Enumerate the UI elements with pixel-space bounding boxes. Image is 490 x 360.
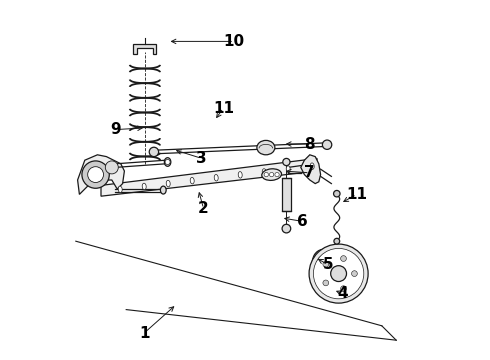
- Ellipse shape: [166, 180, 170, 187]
- Ellipse shape: [142, 183, 146, 190]
- Circle shape: [275, 172, 279, 177]
- Circle shape: [270, 172, 274, 177]
- Polygon shape: [133, 44, 156, 54]
- Ellipse shape: [286, 166, 290, 172]
- Ellipse shape: [238, 172, 242, 178]
- Ellipse shape: [262, 169, 266, 175]
- Circle shape: [323, 280, 329, 286]
- Circle shape: [334, 190, 340, 197]
- Text: 4: 4: [337, 286, 347, 301]
- Circle shape: [309, 244, 368, 303]
- Circle shape: [285, 227, 288, 230]
- Text: 3: 3: [196, 151, 207, 166]
- Text: 11: 11: [213, 100, 234, 116]
- Circle shape: [341, 286, 346, 292]
- Ellipse shape: [313, 249, 336, 276]
- Text: 5: 5: [322, 257, 333, 272]
- Polygon shape: [101, 158, 317, 196]
- Text: 6: 6: [297, 214, 308, 229]
- Circle shape: [149, 147, 159, 157]
- Text: 11: 11: [346, 187, 367, 202]
- Circle shape: [323, 261, 329, 267]
- Circle shape: [82, 161, 109, 188]
- Ellipse shape: [164, 158, 171, 166]
- Circle shape: [264, 172, 269, 177]
- Circle shape: [331, 266, 346, 282]
- Circle shape: [282, 224, 291, 233]
- Ellipse shape: [190, 177, 194, 184]
- Text: 1: 1: [139, 325, 149, 341]
- Circle shape: [317, 256, 331, 270]
- Polygon shape: [301, 155, 320, 184]
- Ellipse shape: [257, 140, 275, 155]
- Circle shape: [322, 140, 332, 149]
- Text: 8: 8: [304, 136, 315, 152]
- Circle shape: [283, 158, 290, 166]
- Circle shape: [351, 271, 357, 276]
- Circle shape: [105, 161, 118, 174]
- Ellipse shape: [118, 186, 122, 193]
- Circle shape: [314, 248, 364, 299]
- Ellipse shape: [160, 186, 166, 194]
- Circle shape: [165, 159, 170, 165]
- Text: 9: 9: [110, 122, 121, 137]
- Text: 2: 2: [198, 201, 209, 216]
- Text: 10: 10: [223, 34, 245, 49]
- Ellipse shape: [214, 175, 218, 181]
- Ellipse shape: [262, 169, 282, 180]
- Polygon shape: [282, 178, 291, 211]
- Circle shape: [88, 167, 103, 183]
- Circle shape: [341, 256, 346, 261]
- Ellipse shape: [310, 163, 314, 170]
- Polygon shape: [77, 155, 124, 194]
- Text: 7: 7: [304, 165, 315, 180]
- Circle shape: [334, 238, 340, 244]
